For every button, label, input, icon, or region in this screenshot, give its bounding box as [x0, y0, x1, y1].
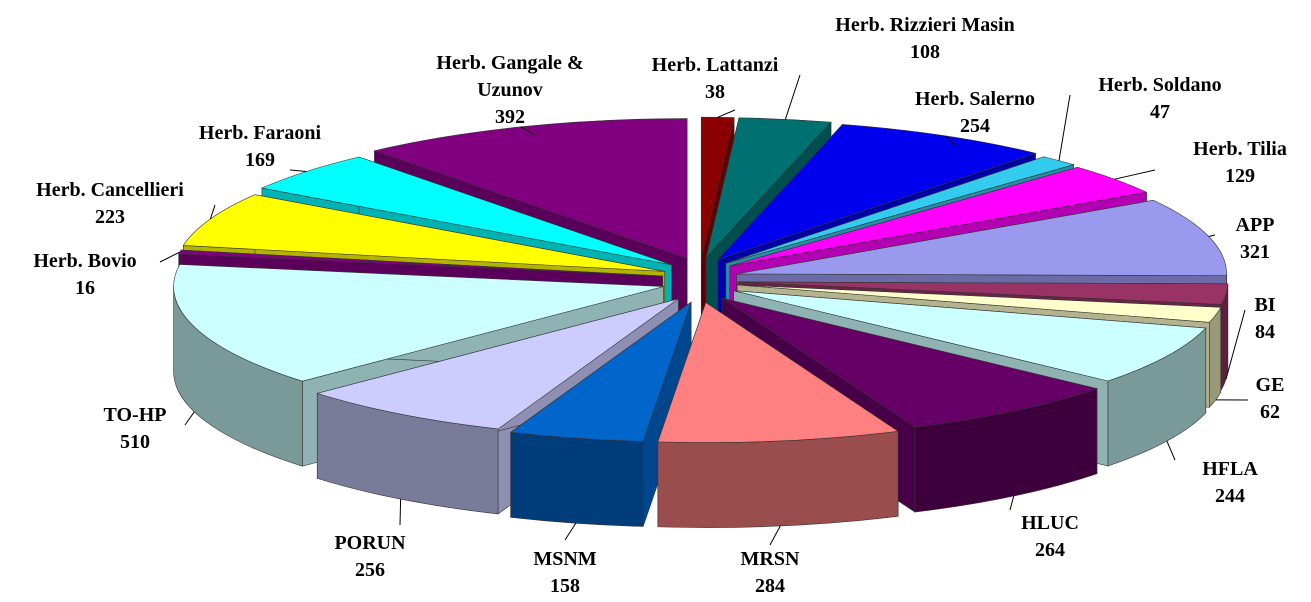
slice — [700, 116, 735, 258]
label-value: 254 — [960, 115, 990, 137]
label-name: Herb. Rizzieri Masin — [835, 14, 1015, 36]
data-label: BI 84 — [1254, 292, 1275, 346]
data-label: Herb. Faraoni 169 — [199, 120, 321, 174]
slice — [260, 156, 672, 266]
slice-wall — [510, 431, 644, 527]
label-name: Herb. Bovio — [33, 250, 137, 272]
label-value: 256 — [354, 559, 385, 581]
leader-line — [1166, 440, 1176, 461]
label-name: GE — [1255, 374, 1285, 396]
label-name: Herb. Lattanzi — [651, 54, 779, 76]
data-label: Herb. Lattanzi 38 — [652, 52, 779, 106]
leader-line — [209, 204, 216, 220]
data-label: Herb. Bovio 16 — [33, 248, 136, 302]
leader-line — [184, 411, 195, 426]
data-label: Herb. Tilia 129 — [1193, 136, 1287, 190]
label-value: 264 — [1034, 539, 1065, 561]
leader-line — [769, 525, 781, 546]
label-name: APP — [1235, 214, 1275, 236]
label-name: Herb. Cancellieri — [36, 179, 184, 201]
leader-line — [520, 126, 536, 136]
label-name: Herb. Soldano — [1098, 74, 1222, 96]
leader-line — [1058, 94, 1071, 161]
label-name: BI — [1254, 294, 1276, 316]
label-name: MSNM — [533, 548, 597, 570]
label-value: 510 — [120, 431, 150, 453]
data-label: TO-HP 510 — [104, 402, 167, 456]
leader-line — [564, 522, 577, 541]
label-name: HLUC — [1021, 512, 1079, 534]
data-label: MRSN 284 — [741, 546, 800, 600]
slice-wall — [1208, 306, 1222, 409]
label-name: Herb. Faraoni — [198, 122, 322, 144]
label-name: Herb. Gangale & Uzunov — [436, 52, 584, 101]
data-label: PORUN 256 — [334, 530, 405, 584]
data-label: Herb. Gangale & Uzunov 392 — [425, 50, 595, 131]
leader-line — [399, 499, 402, 526]
data-label: GE 62 — [1256, 372, 1285, 426]
slice — [173, 264, 664, 382]
slice-wall — [657, 430, 899, 528]
label-name: HFLA — [1202, 458, 1258, 480]
label-value: 47 — [1149, 101, 1170, 123]
leader-line — [784, 74, 801, 120]
label-name: TO-HP — [103, 404, 167, 426]
leader-line — [1009, 495, 1015, 511]
data-label: Herb. Rizzieri Masin 108 — [835, 12, 1014, 66]
leader-line — [289, 169, 307, 172]
label-value: 244 — [1215, 485, 1245, 507]
label-value: 129 — [1224, 165, 1255, 187]
label-value: 84 — [1255, 321, 1275, 343]
slice — [657, 302, 899, 443]
label-name: MRSN — [740, 548, 800, 570]
label-name: Herb. Salerno — [915, 88, 1035, 110]
data-label: HLUC 264 — [1021, 510, 1079, 564]
data-label: Herb. Cancellieri 223 — [36, 177, 184, 231]
leader-line — [1208, 234, 1216, 237]
label-value: 321 — [1239, 241, 1270, 263]
label-value: 158 — [549, 575, 580, 597]
label-value: 16 — [75, 277, 95, 299]
label-value: 223 — [94, 206, 125, 228]
leader-line — [717, 109, 736, 118]
label-name: Herb. Tilia — [1193, 138, 1287, 160]
slice — [509, 301, 692, 442]
slice — [737, 281, 1229, 305]
label-value: 284 — [754, 575, 785, 597]
slice — [729, 166, 1148, 267]
slice — [737, 284, 1222, 323]
data-label: MSNM 158 — [533, 546, 596, 600]
slice — [733, 290, 1207, 382]
label-value: 169 — [245, 149, 275, 171]
data-label: Herb. Salerno 254 — [915, 86, 1035, 140]
data-label: HFLA 244 — [1202, 456, 1258, 510]
slice — [705, 117, 832, 259]
leader-line — [1225, 309, 1246, 380]
leader-line — [944, 135, 956, 146]
label-value: 108 — [910, 41, 940, 63]
label-value: 38 — [705, 81, 725, 103]
label-value: 62 — [1260, 401, 1280, 423]
slice — [722, 298, 1099, 428]
leader-line — [1114, 169, 1156, 180]
leader-line — [159, 251, 181, 263]
slice — [316, 298, 679, 430]
label-name: PORUN — [334, 532, 406, 554]
label-value: 392 — [495, 106, 525, 128]
data-label: APP 321 — [1236, 212, 1275, 266]
data-label: Herb. Soldano 47 — [1098, 72, 1221, 126]
